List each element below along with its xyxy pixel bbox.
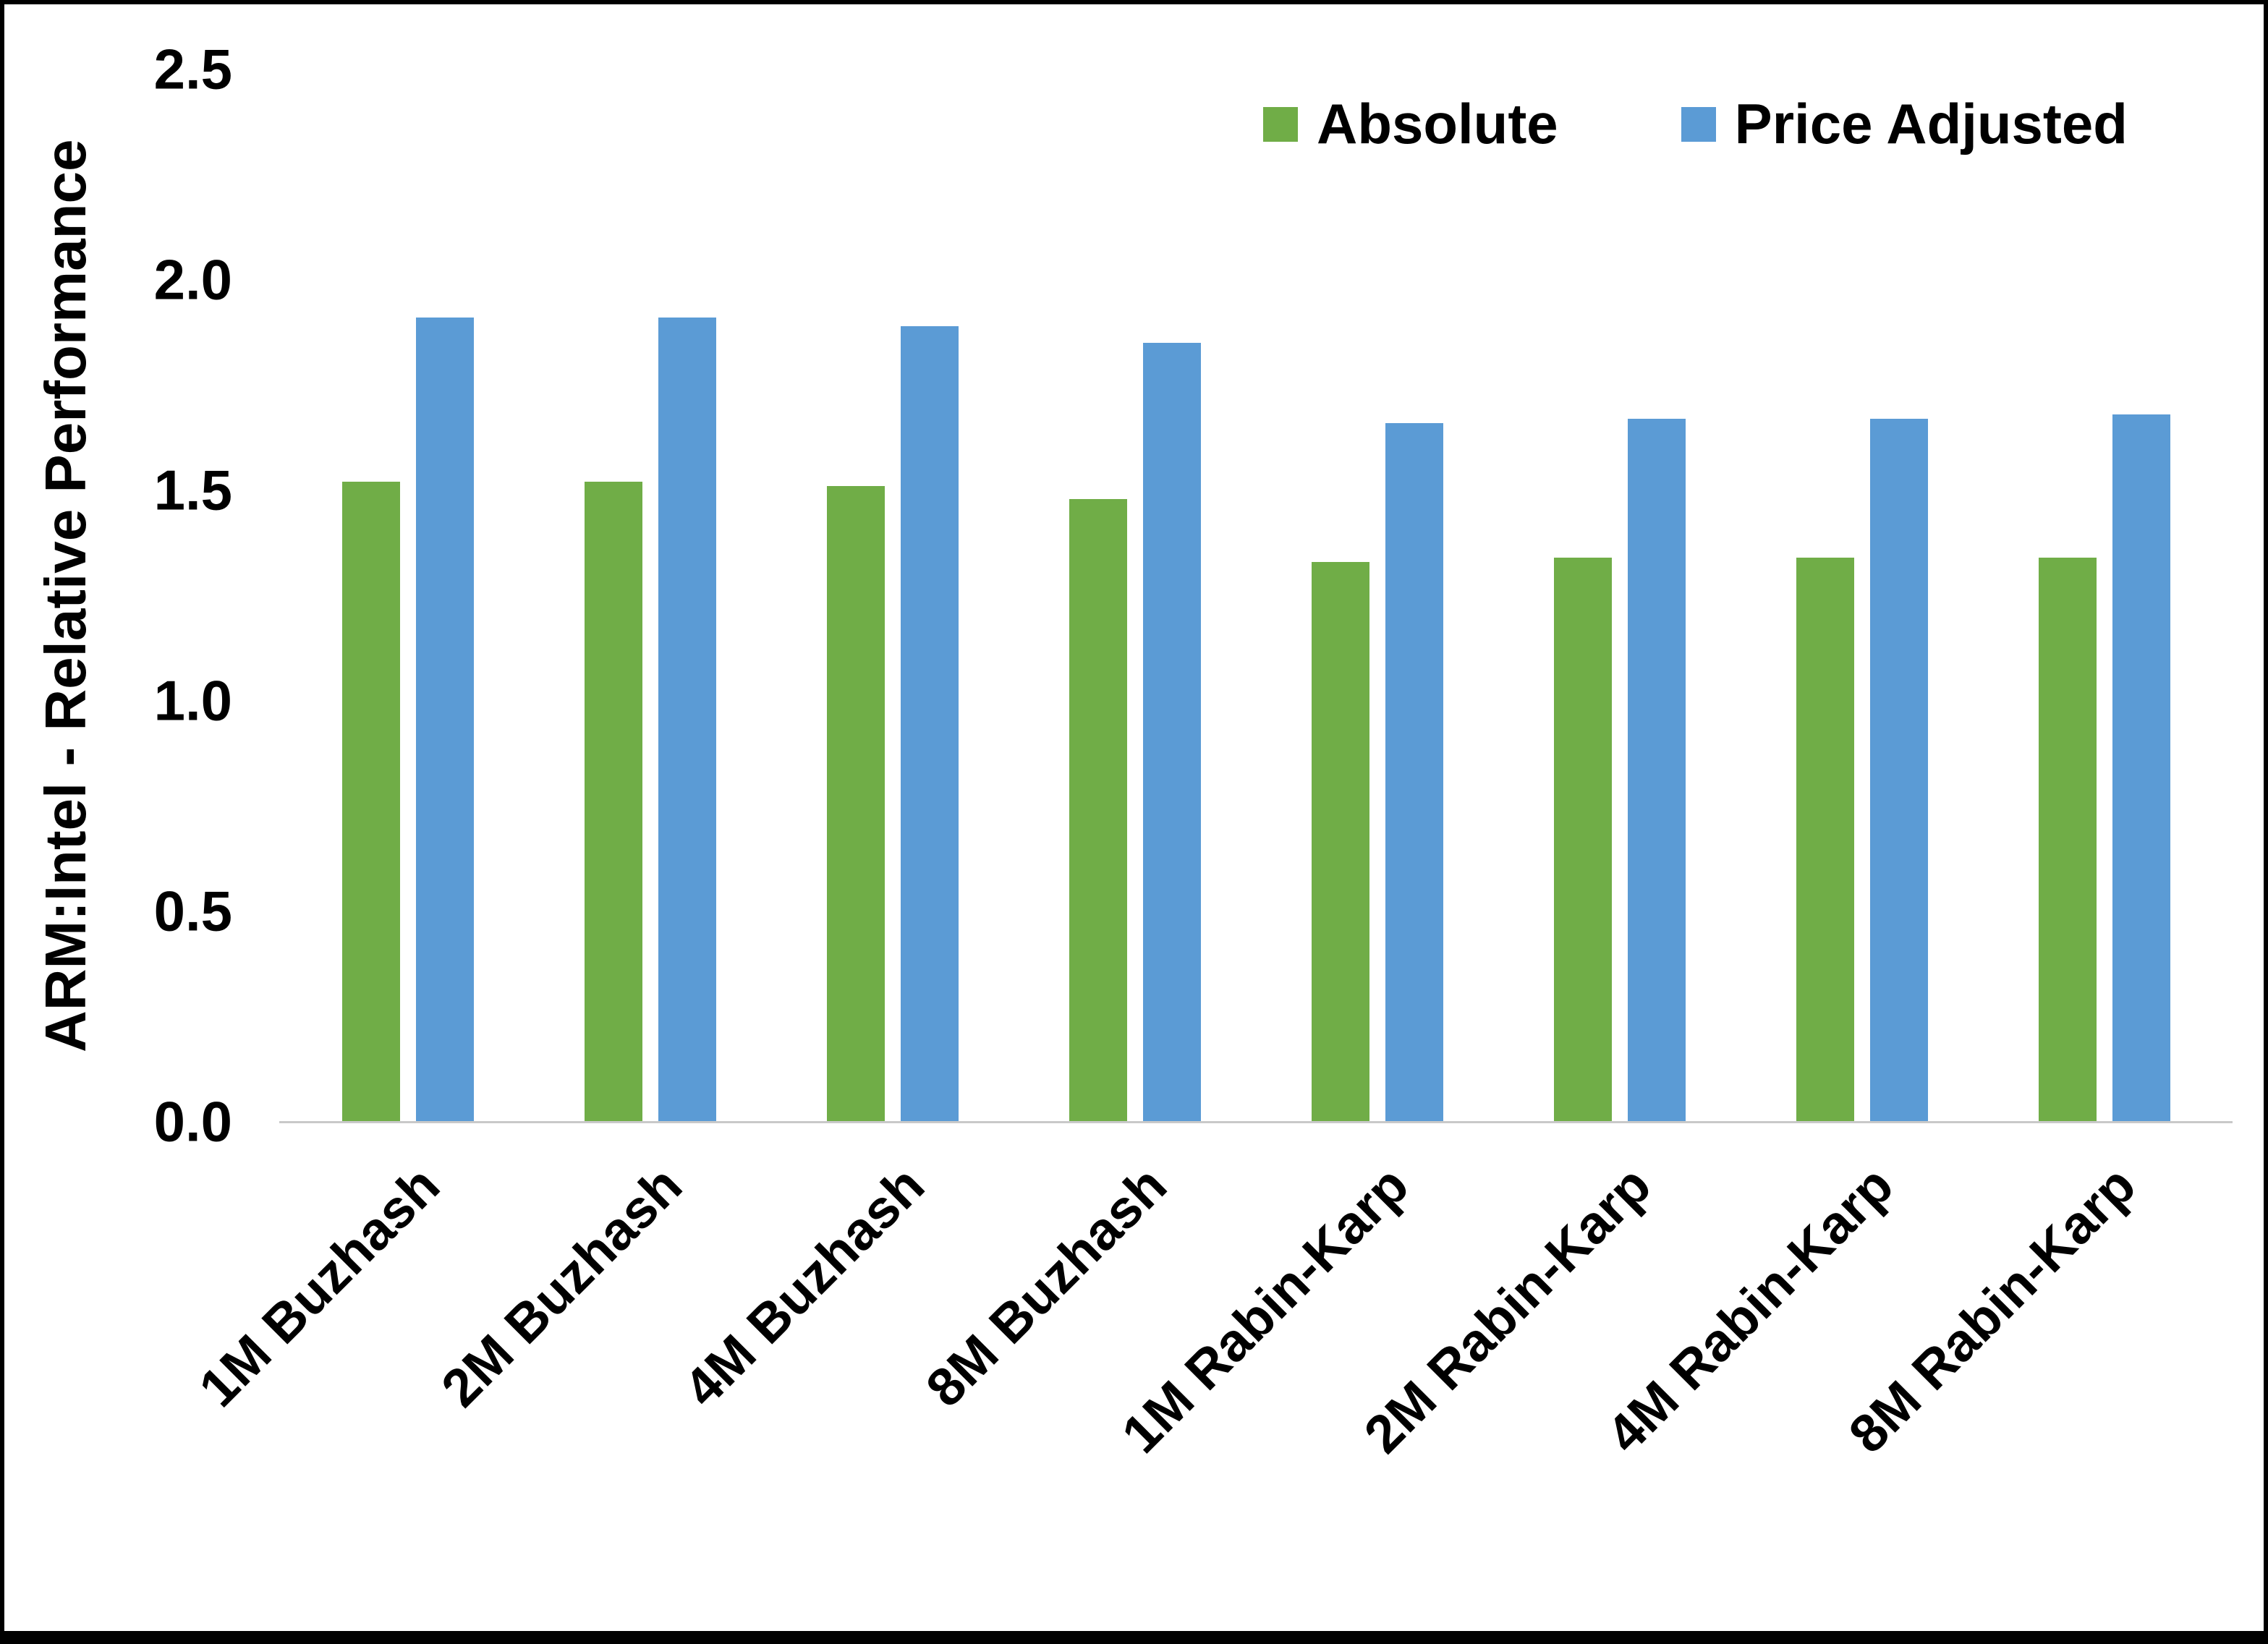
bar-group (286, 69, 529, 1122)
bar-price-adjusted (2112, 414, 2170, 1122)
y-tick-label: 2.0 (153, 247, 232, 312)
y-tick-label: 1.0 (153, 668, 232, 733)
x-axis-category-labels: 1M Buzhash 2M Buzhash 4M Buzhash 8M Buzhash… (187, 1154, 2225, 1588)
legend: Absolute Price Adjusted (1263, 91, 2128, 157)
legend-label-price-adjusted: Price Adjusted (1734, 92, 2128, 156)
bar-price-adjusted (1142, 343, 1201, 1122)
x-category-label: 2M Buzhash (429, 1154, 693, 1418)
legend-swatch-price-adjusted (1681, 106, 1716, 142)
bar-group (529, 69, 771, 1122)
bar-absolute (1069, 498, 1127, 1122)
bar-price-adjusted (658, 318, 716, 1122)
x-category-label: 8M Buzhash (914, 1154, 1178, 1418)
legend-item-price-adjusted: Price Adjusted (1681, 91, 2128, 157)
bar-absolute (1311, 561, 1369, 1122)
y-axis-ticks: 0.0 0.5 1.0 1.5 2.0 2.5 (4, 38, 254, 1154)
bar-group (1741, 69, 1983, 1122)
bar-absolute (826, 486, 885, 1122)
y-tick-label: 0.0 (153, 1089, 232, 1154)
bar-price-adjusted (1385, 422, 1443, 1122)
x-axis-line (279, 1121, 2233, 1123)
bar-group (1014, 69, 1256, 1122)
bar-group (1256, 69, 1498, 1122)
x-category-label: 1M Buzhash (187, 1154, 451, 1418)
bar-absolute (341, 482, 400, 1122)
bar-absolute (584, 482, 642, 1122)
bar-absolute (1796, 558, 1854, 1122)
bar-price-adjusted (1627, 419, 1686, 1122)
bar-price-adjusted (415, 318, 474, 1122)
bar-price-adjusted (1869, 419, 1928, 1122)
y-tick-label: 2.5 (153, 37, 232, 101)
bar-group (1498, 69, 1741, 1122)
bar-group (1983, 69, 2225, 1122)
plot-area (279, 69, 2233, 1123)
bar-absolute (2038, 558, 2097, 1122)
y-tick-label: 0.5 (153, 879, 232, 943)
bar-groups (286, 69, 2225, 1122)
bar-group (771, 69, 1014, 1122)
y-tick-label: 1.5 (153, 458, 232, 522)
bar-price-adjusted (900, 326, 959, 1122)
bar-absolute (1553, 558, 1612, 1122)
x-category-label: 4M Buzhash (671, 1154, 935, 1418)
legend-swatch-absolute (1263, 106, 1298, 142)
legend-label-absolute: Absolute (1317, 92, 1558, 156)
legend-item-absolute: Absolute (1263, 91, 1558, 157)
